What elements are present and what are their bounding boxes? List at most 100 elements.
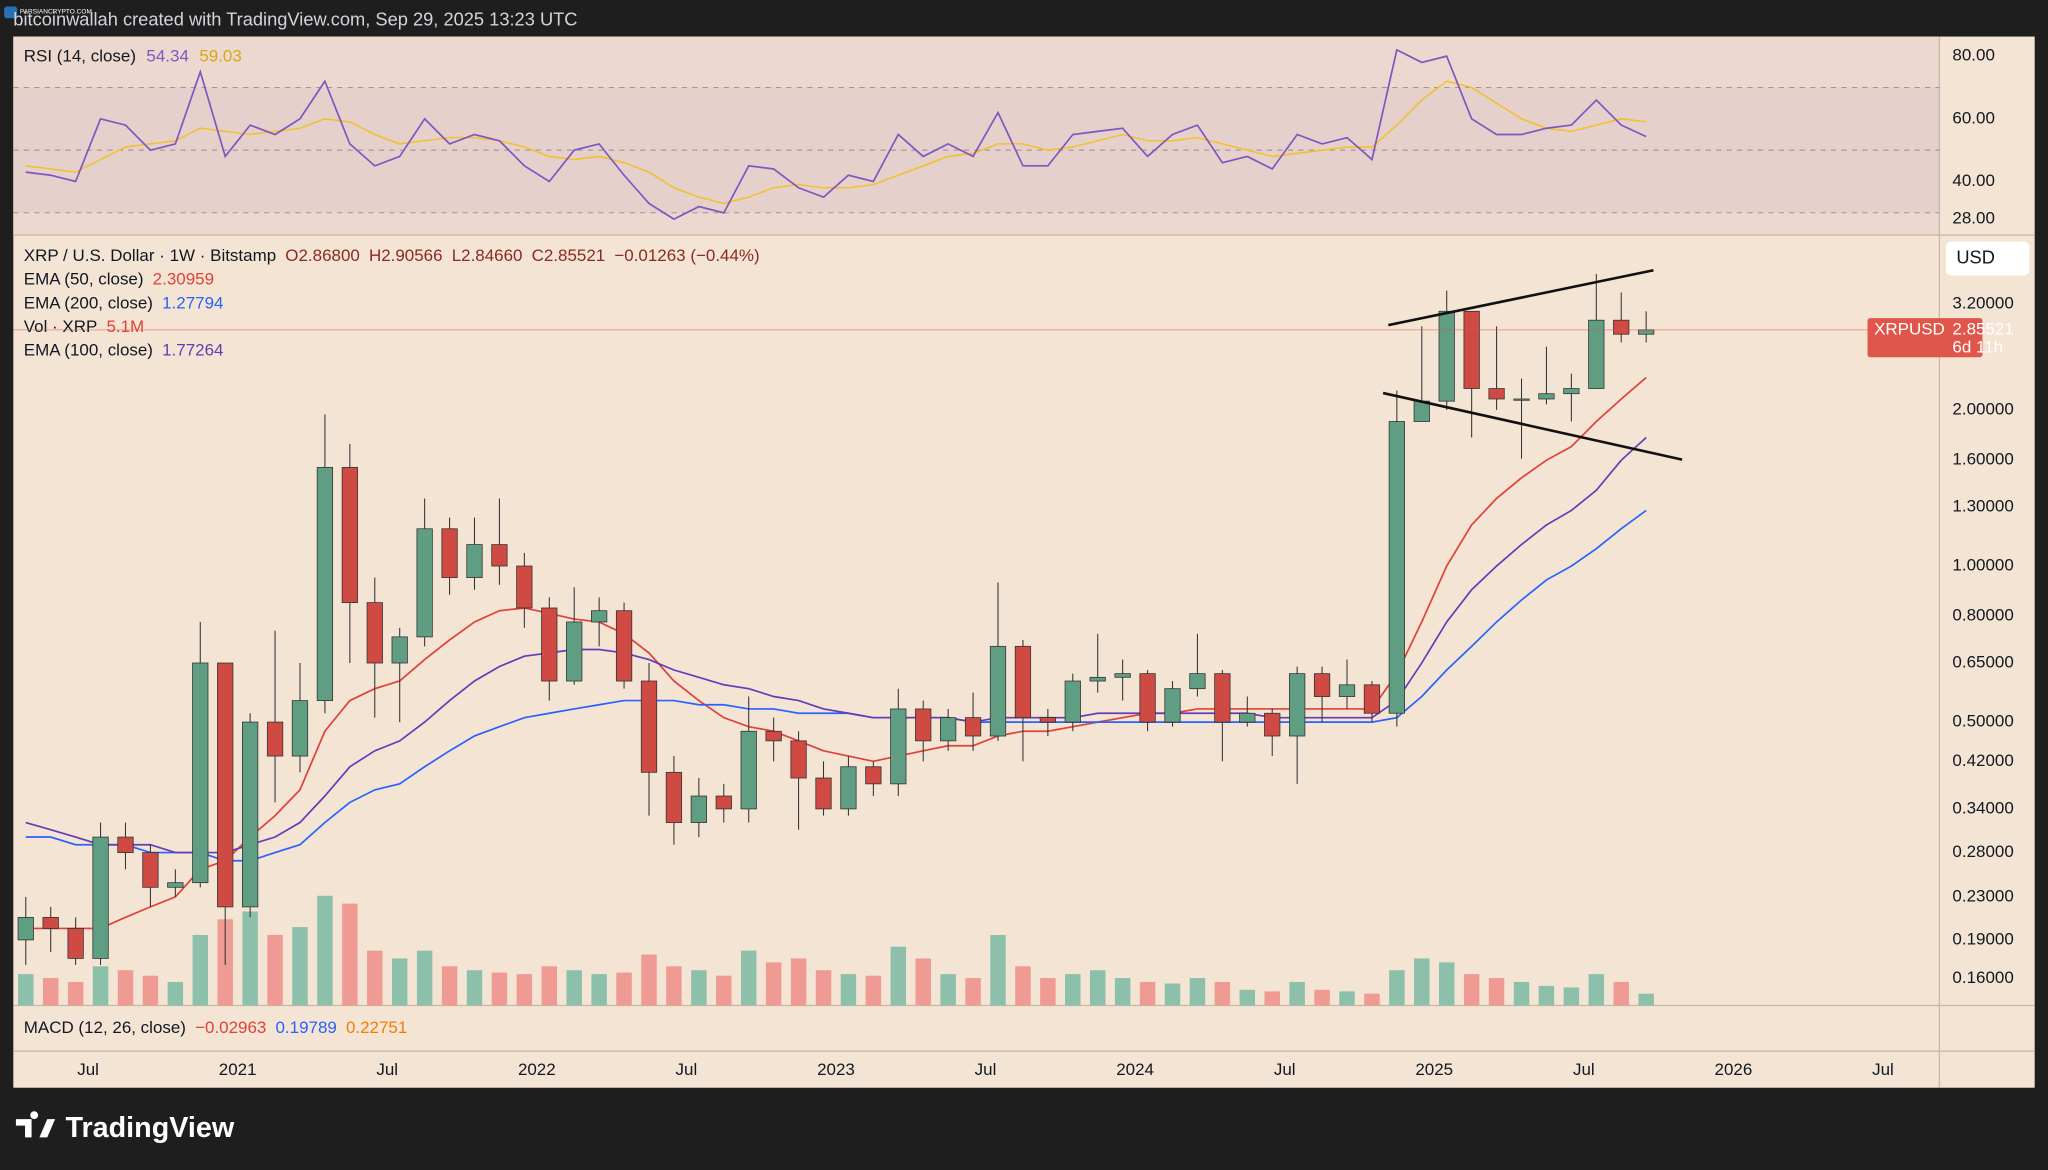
candle-body	[1189, 673, 1206, 690]
watermark-icon	[4, 6, 18, 19]
candle-body	[989, 645, 1007, 737]
x-tick-label: Jul	[676, 1060, 698, 1079]
volume-bar	[840, 974, 857, 1006]
low: L2.84660	[452, 247, 523, 266]
volume-bar	[441, 966, 458, 1006]
volume-bar	[292, 927, 308, 1006]
volume-bar	[192, 934, 209, 1006]
y-tick-label: 0.23000	[1952, 886, 2013, 905]
signal-value: 0.19789	[275, 1018, 336, 1037]
ema-legend: EMA (100, close) 1.77264	[24, 341, 224, 360]
ema-line	[25, 436, 1647, 854]
watermark: PARSIANCRYPTO.COM	[20, 8, 92, 15]
ema-line	[25, 509, 1647, 862]
candle-body	[366, 602, 383, 664]
candle-body	[142, 852, 159, 888]
candle-body	[541, 607, 558, 682]
volume-bar	[890, 946, 907, 1006]
currency-button[interactable]	[1945, 241, 2030, 276]
macd-name: MACD (12, 26, close)	[24, 1018, 186, 1037]
volume-bar	[1438, 962, 1455, 1006]
volume-bar	[117, 970, 134, 1006]
volume-bar	[940, 974, 956, 1006]
currency-label[interactable]: USD	[1956, 246, 1995, 267]
price-tag-value: 2.85521	[1952, 319, 2013, 338]
volume-bar	[491, 972, 508, 1006]
hist-value: 0.22751	[346, 1018, 407, 1037]
candle-body	[217, 662, 234, 908]
candle-body	[940, 717, 957, 742]
ema-name: EMA (100, close)	[24, 341, 153, 360]
x-tick-label: 2021	[219, 1060, 257, 1079]
volume-bar	[267, 934, 283, 1006]
volume-name: Vol · XRP	[24, 317, 98, 336]
x-tick-label: Jul	[1573, 1060, 1595, 1079]
y-tick-label: 0.65000	[1952, 652, 2013, 671]
volume-bar	[591, 974, 607, 1006]
candle-body	[67, 927, 84, 959]
candle-body	[890, 708, 907, 785]
candle-body	[964, 717, 982, 737]
volume-bar	[466, 970, 483, 1006]
volume-bar	[42, 978, 59, 1006]
volume-bar	[641, 954, 657, 1006]
price-tag	[1867, 318, 1983, 358]
candle-body	[566, 621, 583, 682]
candle-body	[1613, 319, 1630, 335]
change: −0.01263 (−0.44%)	[614, 247, 759, 266]
high: H2.90566	[369, 247, 443, 266]
candle-body	[491, 544, 508, 567]
y-tick-label: 1.60000	[1952, 450, 2013, 469]
ema-value: 1.77264	[162, 341, 223, 360]
volume-bar	[1189, 978, 1206, 1006]
rsi-value: 54.34	[146, 47, 188, 66]
x-tick-label: 2026	[1715, 1060, 1753, 1079]
ema-name: EMA (50, close)	[24, 270, 144, 289]
volume-bar	[1488, 978, 1505, 1006]
candle-body	[640, 680, 658, 773]
x-tick-label: Jul	[376, 1060, 398, 1079]
y-tick-label: 0.50000	[1952, 712, 2013, 731]
macd-legend: MACD (12, 26, close) −0.02963 0.19789 0.227…	[24, 1018, 408, 1037]
candle-body	[1039, 717, 1056, 723]
volume-bar	[1289, 981, 1305, 1006]
volume-bar	[1314, 989, 1330, 1006]
rsi-name: RSI (14, close)	[24, 47, 136, 66]
candle-body	[1463, 310, 1480, 389]
price-tag-symbol: XRPUSD	[1874, 319, 1945, 338]
volume-bar	[1364, 993, 1380, 1006]
volume-bar	[1264, 991, 1280, 1006]
volume-bar	[1065, 974, 1081, 1006]
candle-body	[391, 636, 408, 664]
rsi-tick-label: 28.00	[1952, 209, 1994, 228]
volume-bar	[965, 978, 981, 1006]
candle-body	[1313, 673, 1331, 697]
candle-body	[1239, 712, 1256, 723]
volume-bar	[990, 934, 1006, 1006]
rsi-line	[25, 48, 1647, 221]
candle-body	[416, 528, 433, 638]
x-tick-label: 2022	[518, 1060, 556, 1079]
candle-body	[1064, 680, 1081, 723]
trend-line	[1388, 269, 1654, 327]
candle-body	[740, 730, 757, 810]
volume-bar	[317, 895, 333, 1006]
volume-bar	[1015, 966, 1031, 1006]
candle-body	[1363, 684, 1381, 714]
candle-body	[466, 544, 483, 578]
volume-bar	[616, 972, 632, 1006]
volume-bar	[1040, 978, 1056, 1006]
rsi-tick-label: 40.00	[1952, 171, 1994, 190]
candle-body	[117, 836, 134, 854]
macd-value: −0.02963	[195, 1018, 266, 1037]
volume-bar	[865, 975, 882, 1006]
trend-line	[1382, 391, 1683, 461]
volume-bar	[1089, 970, 1106, 1006]
candle-body	[242, 721, 259, 908]
candle-body	[1264, 712, 1281, 737]
y-tick-label: 0.28000	[1952, 842, 2013, 861]
trend-lines	[1382, 269, 1683, 461]
candle-body	[690, 795, 707, 823]
volume-bar	[342, 903, 358, 1006]
candle-body	[1214, 673, 1231, 723]
